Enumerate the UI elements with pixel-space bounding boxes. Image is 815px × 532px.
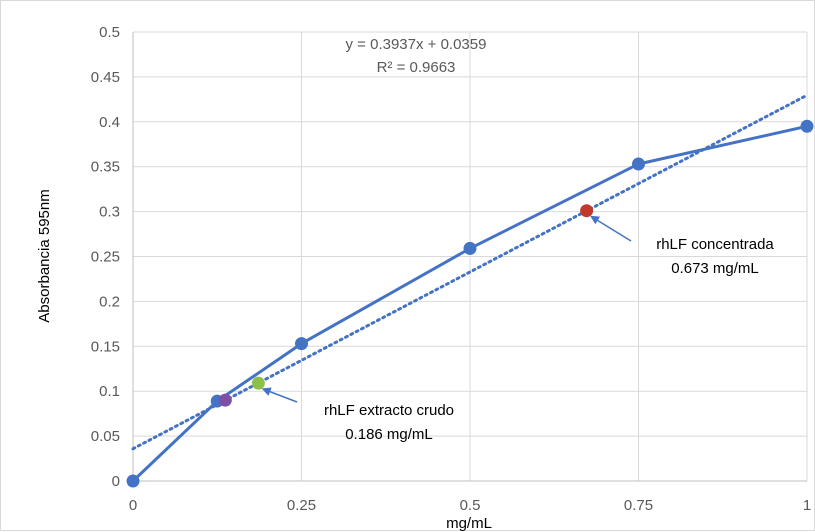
trendline-r2: R² = 0.9663 bbox=[377, 59, 456, 76]
data-point bbox=[463, 241, 477, 255]
sample-point bbox=[251, 376, 265, 390]
x-tick-label: 0.75 bbox=[624, 497, 653, 514]
trendline-equation: y = 0.3937x + 0.0359 bbox=[346, 36, 487, 53]
x-tick-label: 0.25 bbox=[287, 497, 316, 514]
series-line bbox=[131, 124, 808, 483]
series-group bbox=[126, 119, 814, 488]
annotation-value: 0.673 mg/mL bbox=[671, 260, 759, 277]
y-tick-label: 0.15 bbox=[91, 338, 120, 355]
data-point bbox=[632, 157, 645, 171]
axes bbox=[132, 32, 807, 482]
annotations-group: rhLF extracto crudo 0.186 mg/mL rhLF conce… bbox=[261, 215, 774, 443]
y-tick-label: 0.2 bbox=[99, 293, 120, 310]
data-point bbox=[295, 337, 308, 351]
y-tick-label: 0.35 bbox=[91, 159, 120, 176]
sample-point bbox=[218, 393, 232, 407]
annotation-arrow bbox=[261, 387, 298, 403]
trendline bbox=[131, 93, 809, 451]
sample-point bbox=[580, 204, 594, 218]
annotation-label: rhLF concentrada bbox=[656, 236, 774, 253]
x-tick-label: 0 bbox=[129, 497, 137, 514]
y-axis-title: Absorbancia 595nm bbox=[36, 189, 53, 322]
annotation-value: 0.186 mg/mL bbox=[345, 426, 433, 443]
data-point bbox=[126, 474, 140, 488]
y-tick-label: 0.3 bbox=[99, 204, 120, 221]
y-tick-label: 0.05 bbox=[91, 428, 120, 445]
gridlines bbox=[133, 31, 808, 481]
y-tick-label: 0.5 bbox=[99, 24, 120, 41]
y-tick-label: 0.4 bbox=[99, 114, 120, 131]
y-tick-label: 0.45 bbox=[91, 69, 120, 86]
tick-labels: 0 0.05 0.1 0.15 0.2 0.25 0.3 0.35 0.4 0.45 0.5 0 0.2… bbox=[91, 24, 811, 514]
x-tick-label: 1 bbox=[803, 497, 811, 514]
x-tick-label: 0.5 bbox=[460, 497, 481, 514]
y-tick-label: 0.1 bbox=[99, 383, 120, 400]
x-axis-title: mg/mL bbox=[446, 515, 492, 532]
extra-points-group bbox=[218, 204, 594, 407]
y-tick-label: 0.25 bbox=[91, 249, 120, 266]
data-point bbox=[800, 119, 814, 133]
annotation-label: rhLF extracto crudo bbox=[324, 402, 454, 419]
annotation-arrow bbox=[590, 215, 632, 242]
trendline-group bbox=[131, 93, 809, 451]
y-tick-label: 0 bbox=[112, 473, 120, 490]
